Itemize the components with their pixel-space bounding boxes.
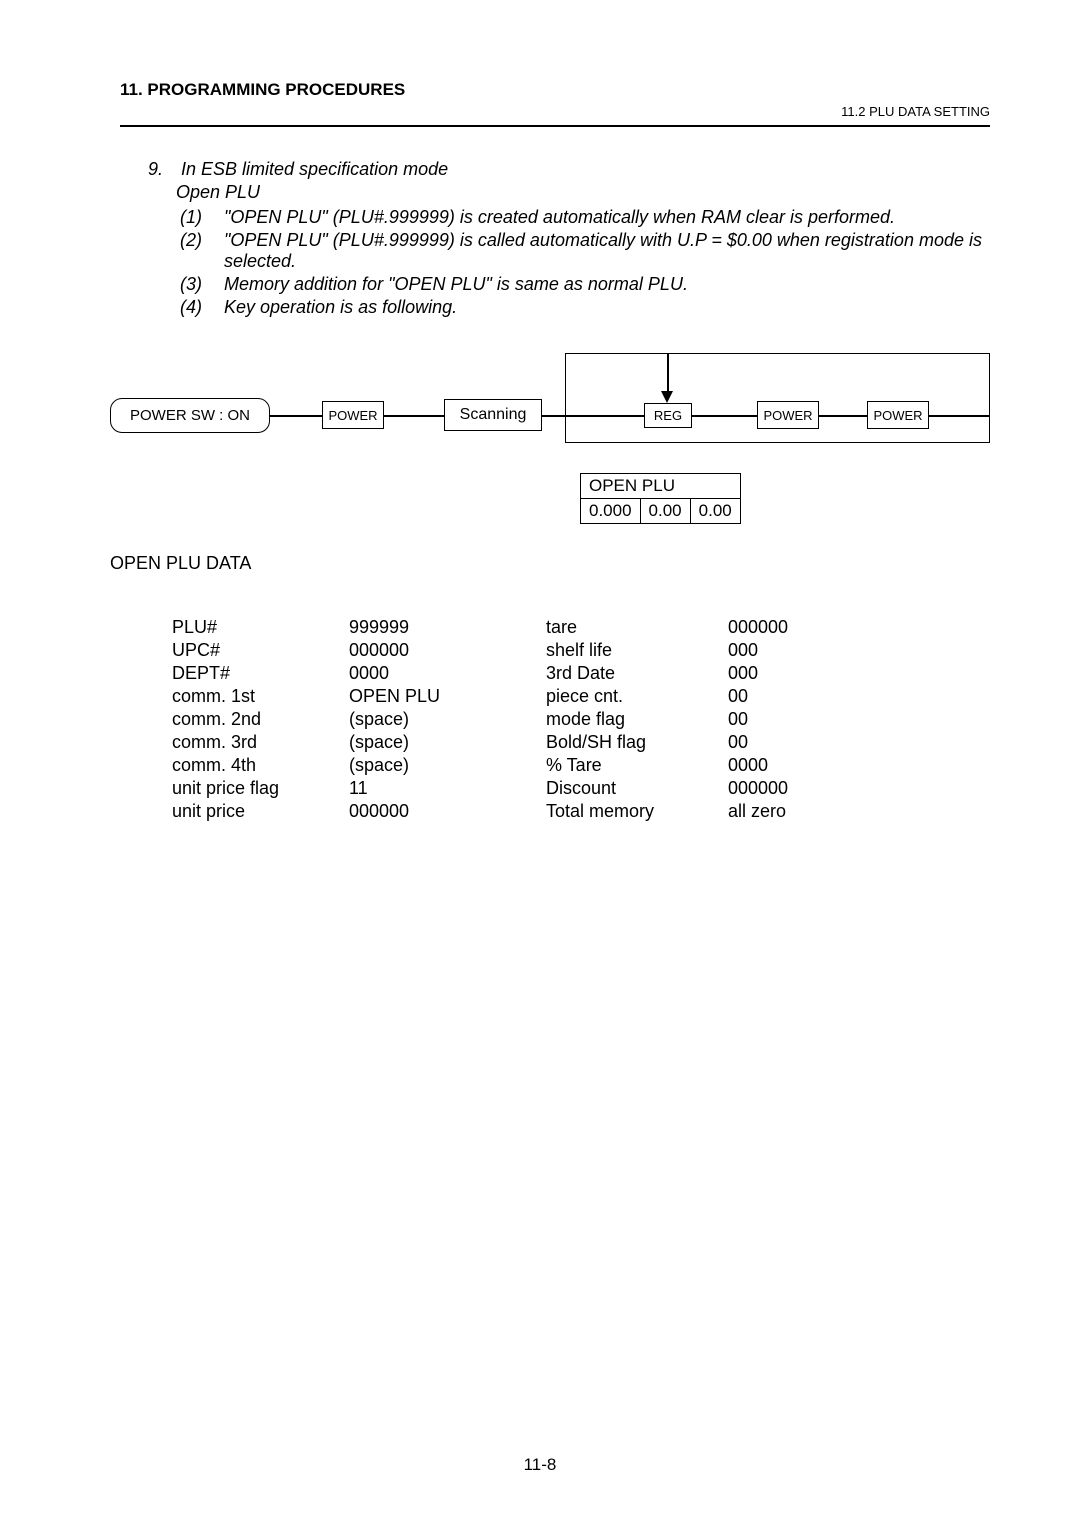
table-row: comm. 3rd(space)Bold/SH flag00 [172,732,878,753]
table-cell: Total memory [546,801,726,822]
table-row: unit price000000Total memoryall zero [172,801,878,822]
table-cell: (space) [349,732,544,753]
node-label: Scanning [460,406,527,424]
table-cell: UPC# [172,640,347,661]
connector [542,415,644,417]
table-cell: 3rd Date [546,663,726,684]
table-cell: comm. 4th [172,755,347,776]
table-cell: comm. 3rd [172,732,347,753]
table-cell: (space) [349,709,544,730]
sub-number: (1) [180,207,224,228]
connector [929,415,990,417]
table-cell: 000 [728,640,878,661]
big-box [565,353,990,443]
node-label: POWER SW : ON [130,407,250,424]
table-cell: 0000 [349,663,544,684]
node-power-3: POWER [867,401,929,429]
table-cell: Discount [546,778,726,799]
table-cell: piece cnt. [546,686,726,707]
node-scanning: Scanning [444,399,542,431]
list-item: (2)"OPEN PLU" (PLU#.999999) is called au… [180,230,990,272]
table-cell: mode flag [546,709,726,730]
table-cell: 000000 [728,617,878,638]
list-item: (1)"OPEN PLU" (PLU#.999999) is created a… [180,207,990,228]
table-cell: 00 [728,732,878,753]
table-cell: 000000 [728,778,878,799]
sub-number: (2) [180,230,224,251]
node-reg: REG [644,403,692,428]
node-label: POWER [328,408,377,423]
sub-text: Key operation is as following. [224,297,990,318]
connector [270,415,322,417]
table-cell: DEPT# [172,663,347,684]
display-cell: 0.00 [691,499,740,523]
list-item: (4)Key operation is as following. [180,297,990,318]
connector [384,415,444,417]
display-cell: 0.00 [641,499,691,523]
table-cell: 999999 [349,617,544,638]
arrow-down-icon [661,391,673,403]
subsection-label: 11.2 PLU DATA SETTING [120,104,990,119]
table-cell: 000 [728,663,878,684]
list-number-9: 9. [148,159,176,180]
connector [819,415,867,417]
open-plu-data-title: OPEN PLU DATA [110,553,251,574]
node-power-2: POWER [757,401,819,429]
node-label: POWER [763,408,812,423]
table-cell: 11 [349,778,544,799]
section-title: 11. PROGRAMMING PROCEDURES [120,80,990,100]
table-row: UPC#000000shelf life000 [172,640,878,661]
table-cell: comm. 2nd [172,709,347,730]
table-row: comm. 2nd(space)mode flag00 [172,709,878,730]
display-row1: OPEN PLU [581,474,740,499]
table-cell: comm. 1st [172,686,347,707]
table-cell: Bold/SH flag [546,732,726,753]
node-power-sw-on: POWER SW : ON [110,398,270,433]
display-cell: 0.000 [581,499,641,523]
table-cell: 00 [728,686,878,707]
table-cell: shelf life [546,640,726,661]
table-row: PLU#999999tare000000 [172,617,878,638]
horizontal-rule [120,125,990,127]
node-label: REG [654,408,682,423]
table-cell: PLU# [172,617,347,638]
table-row: DEPT#00003rd Date000 [172,663,878,684]
node-label: POWER [873,408,922,423]
table-cell: (space) [349,755,544,776]
sublist: (1)"OPEN PLU" (PLU#.999999) is created a… [180,207,990,318]
display-box: OPEN PLU 0.000 0.00 0.00 [580,473,741,524]
table-cell: % Tare [546,755,726,776]
table-cell: 000000 [349,640,544,661]
sub-text: "OPEN PLU" (PLU#.999999) is created auto… [224,207,990,228]
node-power-1: POWER [322,401,384,429]
table-row: comm. 1stOPEN PLUpiece cnt.00 [172,686,878,707]
table-cell: unit price flag [172,778,347,799]
table-cell: tare [546,617,726,638]
table-cell: OPEN PLU [349,686,544,707]
connector [692,415,757,417]
table-row: unit price flag11Discount000000 [172,778,878,799]
open-plu-data-table: PLU#999999tare000000UPC#000000shelf life… [170,615,880,824]
table-cell: 00 [728,709,878,730]
table-cell: 000000 [349,801,544,822]
table-cell: 0000 [728,755,878,776]
sub-number: (3) [180,274,224,295]
list-item: (3)Memory addition for "OPEN PLU" is sam… [180,274,990,295]
table-cell: unit price [172,801,347,822]
sub-number: (4) [180,297,224,318]
flow-diagram: POWER SW : ON POWER Scanning REG POWER P [120,353,990,613]
page-number: 11-8 [0,1455,1080,1475]
list-title-9: In ESB limited specification mode [181,159,448,179]
table-cell: all zero [728,801,878,822]
table-row: comm. 4th(space)% Tare0000 [172,755,878,776]
sub-text: Memory addition for "OPEN PLU" is same a… [224,274,990,295]
sub-text: "OPEN PLU" (PLU#.999999) is called autom… [224,230,990,272]
list-subtitle-9: Open PLU [176,182,990,203]
display-row2: 0.000 0.00 0.00 [581,499,740,523]
